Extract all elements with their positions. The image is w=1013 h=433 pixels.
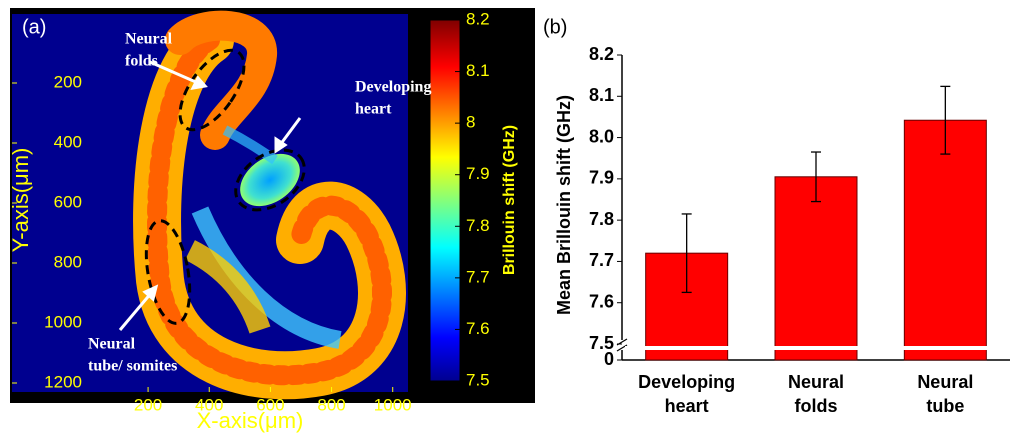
error-bar [811, 151, 821, 203]
embryo-image [133, 10, 406, 400]
x-tick-label: heart [665, 396, 709, 416]
annotation: tube/ somites [88, 358, 177, 375]
x-tick-label: 1000 [374, 395, 412, 414]
y-tick-label: 7.5 [589, 333, 614, 353]
y-tick-label: 800 [54, 252, 82, 271]
x-axis-label: X-axis(μm) [197, 408, 304, 433]
error-bar [940, 85, 951, 155]
x-tick-label: 200 [134, 395, 162, 414]
x-tick-label: folds [795, 396, 838, 416]
y-tick-label: 600 [54, 192, 82, 211]
region-outlines [144, 48, 306, 325]
panel-label: (a) [22, 16, 46, 38]
y-axis-label: Mean Brillouin shift (GHz) [554, 95, 574, 315]
colorbar [429, 19, 461, 382]
y-tick-label: 7.9 [589, 168, 614, 188]
y-axis-label: Y-axis(μm) [8, 148, 33, 253]
y-tick-label: 0 [604, 349, 614, 369]
arrows [118, 60, 302, 331]
x-tick-label: 800 [317, 395, 345, 414]
colorbar-tick-label: 7.7 [466, 267, 490, 286]
error-bar [681, 213, 692, 294]
annotation: Neural [125, 31, 173, 48]
colorbar-tick-label: 7.8 [466, 216, 490, 235]
y-tick-label: 8.0 [589, 126, 614, 146]
x-tick-label: tube [926, 396, 964, 416]
x-tick-label: Neural [788, 372, 844, 392]
x-tick-label: Developing [638, 372, 735, 392]
colorbar-tick-label: 7.5 [466, 370, 490, 389]
annotation: folds [125, 53, 158, 70]
y-tick-label: 7.7 [589, 250, 614, 270]
y-tick-label: 200 [54, 72, 82, 91]
colorbar-tick-label: 7.6 [466, 319, 490, 338]
x-tick-label: 400 [195, 395, 223, 414]
annotation: Developing [355, 79, 431, 96]
y-tick-label: 7.6 [589, 291, 614, 311]
bar [903, 119, 987, 361]
colorbar-label: Brillouin shift (GHz) [501, 125, 518, 275]
axis-break-band [625, 346, 1010, 350]
y-tick-label: 400 [54, 132, 82, 151]
bar [774, 176, 858, 361]
colorbar-tick-label: 8.2 [466, 9, 490, 28]
annotation: heart [355, 101, 392, 118]
y-tick-label: 7.8 [589, 209, 614, 229]
y-tick-label: 8.1 [589, 85, 614, 105]
colorbar-tick-label: 8 [466, 113, 475, 132]
y-tick-label: 1000 [44, 312, 82, 331]
annotation: Neural [88, 336, 136, 353]
x-tick-label: Neural [917, 372, 973, 392]
colorbar-tick-label: 8.1 [466, 61, 490, 80]
panel-label: (b) [543, 16, 567, 38]
y-tick-label: 8.2 [589, 44, 614, 64]
colorbar-tick-label: 7.9 [466, 164, 490, 183]
y-tick-label: 1200 [44, 372, 82, 391]
x-tick-label: 600 [256, 395, 284, 414]
